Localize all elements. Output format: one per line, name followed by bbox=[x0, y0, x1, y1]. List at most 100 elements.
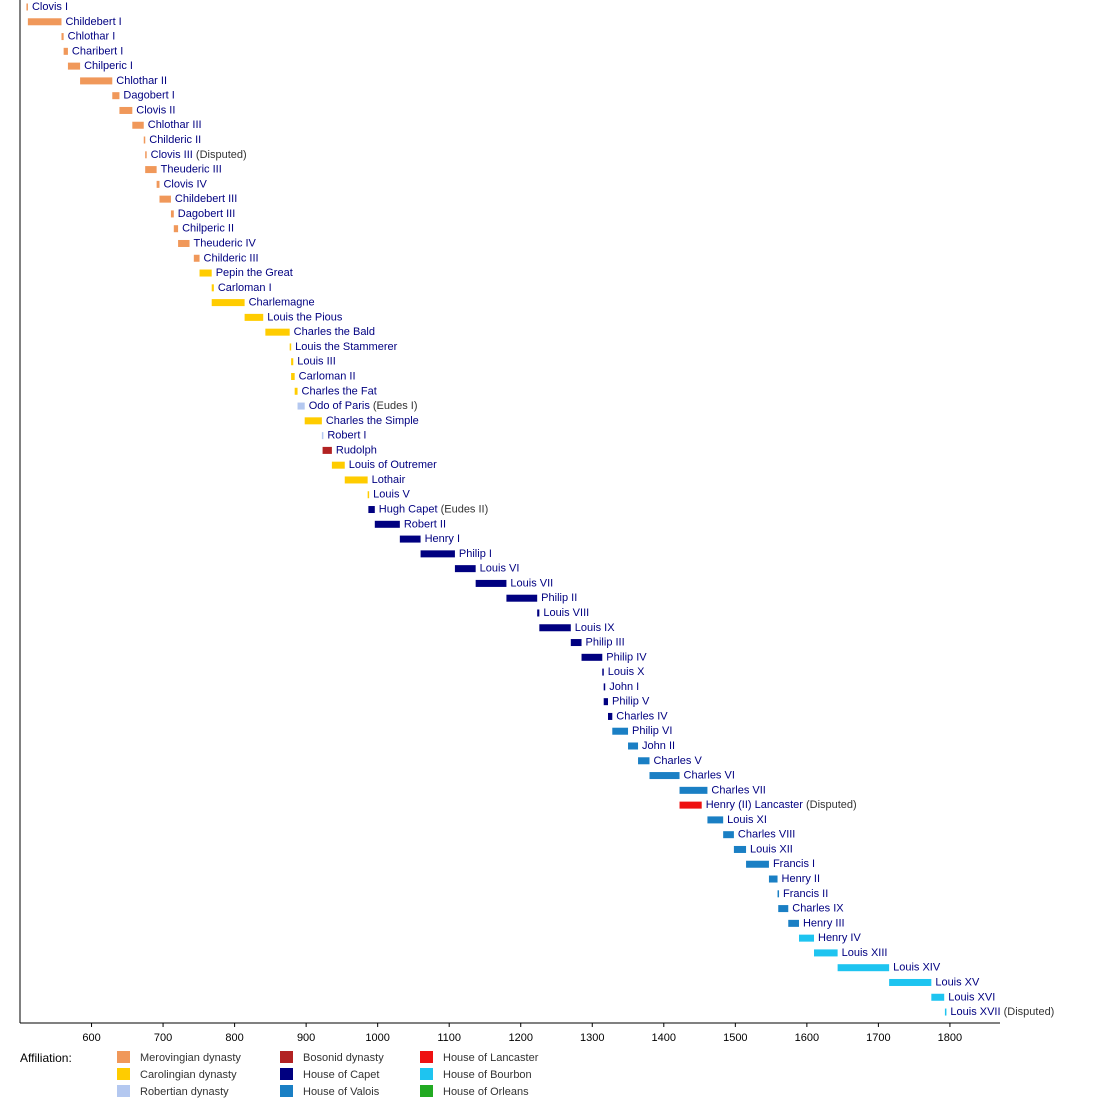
reign-bar bbox=[132, 121, 144, 129]
monarch-name: Louis XV bbox=[935, 976, 980, 988]
reign-label: Louis of Outremer bbox=[349, 459, 437, 471]
reign-label: Francis II bbox=[783, 888, 828, 900]
reign-note: (Eudes II) bbox=[441, 503, 489, 515]
reign-bar bbox=[537, 609, 540, 617]
reign-bar bbox=[420, 550, 455, 558]
reign-label: Louis XI bbox=[727, 814, 767, 826]
monarch-name: Charles V bbox=[653, 755, 702, 767]
legend-swatch bbox=[117, 1085, 130, 1097]
reign-label: Chlothar III bbox=[148, 119, 202, 131]
reign-bar bbox=[322, 446, 332, 454]
reign-label: Henry IV bbox=[818, 932, 861, 944]
legend-title: Affiliation: bbox=[20, 1051, 72, 1065]
monarch-name: John I bbox=[609, 681, 639, 693]
reign-bar bbox=[399, 535, 421, 543]
monarch-name: Charles VI bbox=[684, 769, 735, 781]
monarch-name: Theuderic III bbox=[161, 163, 222, 175]
reign-bar bbox=[679, 786, 708, 794]
reign-bar bbox=[707, 816, 724, 824]
legend-swatch bbox=[420, 1085, 433, 1097]
reign-bar bbox=[178, 239, 190, 247]
legend-label: Robertian dynasty bbox=[140, 1086, 229, 1098]
reign-bar bbox=[506, 594, 538, 602]
reign-bar bbox=[211, 299, 245, 307]
monarch-name: Chilperic II bbox=[182, 223, 234, 235]
monarch-name: Chlothar II bbox=[116, 75, 167, 87]
monarch-name: Odo of Paris bbox=[309, 400, 371, 412]
reign-bar bbox=[244, 313, 264, 321]
monarch-name: Henry IV bbox=[818, 932, 861, 944]
monarch-name: Charles VII bbox=[711, 784, 765, 796]
reign-label: Louis XII bbox=[750, 843, 793, 855]
monarch-name: Henry II bbox=[782, 873, 821, 885]
reign-label: Charles the Simple bbox=[326, 415, 419, 427]
monarch-name: Louis V bbox=[373, 489, 410, 501]
reign-bar bbox=[26, 3, 28, 11]
x-tick-label: 800 bbox=[225, 1032, 243, 1044]
monarch-name: Louis IX bbox=[575, 622, 615, 634]
x-tick-label: 1600 bbox=[795, 1032, 819, 1044]
reign-label: Charibert I bbox=[72, 45, 123, 57]
reign-label: Louis X bbox=[608, 666, 645, 678]
monarch-name: Louis the Stammerer bbox=[295, 341, 397, 353]
reign-bar bbox=[156, 180, 160, 188]
monarch-name: Carloman I bbox=[218, 282, 272, 294]
reign-bar bbox=[211, 284, 214, 292]
reign-label: Louis XVII (Disputed) bbox=[950, 1006, 1054, 1018]
reign-bar bbox=[159, 195, 171, 203]
legend-label: House of Valois bbox=[303, 1086, 380, 1098]
reign-bar bbox=[638, 757, 650, 765]
reign-bar bbox=[145, 151, 147, 159]
x-tick-label: 1500 bbox=[723, 1032, 747, 1044]
monarch-name: Hugh Capet bbox=[379, 503, 438, 515]
monarch-name: Chlothar III bbox=[148, 119, 202, 131]
reign-bar bbox=[297, 402, 305, 410]
reign-bar bbox=[367, 491, 370, 499]
reign-label: Louis XVI bbox=[948, 991, 995, 1003]
reign-bar bbox=[67, 62, 81, 70]
monarch-name: Louis XVI bbox=[948, 991, 995, 1003]
reign-bar bbox=[265, 328, 290, 336]
reign-label: Hugh Capet (Eudes II) bbox=[379, 503, 488, 515]
reign-label: Louis XIII bbox=[842, 947, 888, 959]
reign-bar bbox=[944, 1008, 947, 1016]
legend-label: House of Bourbon bbox=[443, 1069, 532, 1081]
reign-label: Philip IV bbox=[606, 651, 647, 663]
monarch-name: Louis VI bbox=[480, 563, 520, 575]
x-tick-label: 600 bbox=[82, 1032, 100, 1044]
reign-bar bbox=[798, 934, 815, 942]
monarch-name: Henry I bbox=[425, 533, 460, 545]
monarch-name: Charles IV bbox=[616, 710, 668, 722]
monarch-name: Clovis I bbox=[32, 1, 68, 13]
monarch-name: Louis VII bbox=[510, 577, 553, 589]
reign-bar bbox=[628, 742, 639, 750]
reign-label: Childebert I bbox=[65, 16, 121, 28]
reign-bar bbox=[603, 683, 606, 691]
reign-bar bbox=[570, 639, 582, 647]
reign-label: Philip III bbox=[586, 636, 625, 648]
reign-label: Charles the Fat bbox=[302, 385, 377, 397]
x-tick-label: 700 bbox=[154, 1032, 172, 1044]
reign-label: Louis VIII bbox=[543, 607, 589, 619]
reign-bar bbox=[602, 668, 604, 676]
monarch-name: Clovis III bbox=[151, 149, 193, 161]
reign-label: Charles VI bbox=[684, 769, 735, 781]
reign-label: John II bbox=[642, 740, 675, 752]
monarch-name: Childeric II bbox=[149, 134, 201, 146]
reign-label: Childeric II bbox=[149, 134, 201, 146]
monarch-name: Pepin the Great bbox=[216, 267, 293, 279]
reign-bar bbox=[746, 860, 769, 868]
reign-label: Lothair bbox=[372, 474, 406, 486]
monarch-name: Rudolph bbox=[336, 444, 377, 456]
reign-note: (Eudes I) bbox=[373, 400, 418, 412]
reign-label: Dagobert III bbox=[178, 208, 235, 220]
monarch-name: Louis XVII bbox=[950, 1006, 1000, 1018]
reign-label: Theuderic III bbox=[161, 163, 222, 175]
reign-label: Chlothar II bbox=[116, 75, 167, 87]
reign-bar bbox=[294, 387, 298, 395]
monarch-name: Philip VI bbox=[632, 725, 672, 737]
monarch-name: Henry (II) Lancaster bbox=[706, 799, 804, 811]
reign-note: (Disputed) bbox=[1004, 1006, 1055, 1018]
monarch-name: Theuderic IV bbox=[194, 237, 257, 249]
monarch-name: Francis I bbox=[773, 858, 815, 870]
